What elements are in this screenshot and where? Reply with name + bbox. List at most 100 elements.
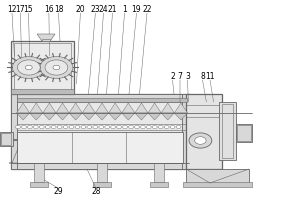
Circle shape bbox=[105, 125, 110, 129]
Polygon shape bbox=[95, 113, 109, 120]
Text: 17: 17 bbox=[16, 5, 25, 14]
Polygon shape bbox=[82, 113, 95, 120]
Circle shape bbox=[16, 125, 20, 129]
Text: 18: 18 bbox=[54, 5, 63, 14]
Polygon shape bbox=[161, 103, 174, 113]
Circle shape bbox=[51, 125, 56, 129]
Circle shape bbox=[129, 125, 134, 129]
Text: 11: 11 bbox=[205, 72, 215, 81]
Bar bbox=[34, 163, 44, 182]
Circle shape bbox=[117, 125, 122, 129]
Polygon shape bbox=[95, 103, 109, 113]
Text: 7: 7 bbox=[178, 72, 182, 81]
Polygon shape bbox=[109, 103, 122, 113]
Bar bbox=[183, 182, 252, 187]
Circle shape bbox=[81, 125, 86, 129]
Text: 24: 24 bbox=[99, 5, 108, 14]
Polygon shape bbox=[69, 103, 82, 113]
Bar bbox=[11, 163, 189, 169]
Circle shape bbox=[75, 125, 80, 129]
Bar bbox=[1, 133, 11, 145]
Text: 23: 23 bbox=[91, 5, 100, 14]
Text: 15: 15 bbox=[24, 5, 33, 14]
Bar bbox=[11, 41, 74, 94]
Polygon shape bbox=[148, 103, 161, 113]
Circle shape bbox=[134, 125, 139, 129]
Circle shape bbox=[17, 60, 40, 75]
Polygon shape bbox=[30, 113, 43, 120]
Text: 21: 21 bbox=[108, 5, 117, 14]
Circle shape bbox=[123, 125, 128, 129]
Circle shape bbox=[87, 125, 92, 129]
Bar bbox=[11, 94, 16, 169]
Text: 3: 3 bbox=[185, 72, 190, 81]
Text: 19: 19 bbox=[132, 5, 141, 14]
Bar bbox=[219, 102, 236, 160]
Circle shape bbox=[158, 125, 163, 129]
Circle shape bbox=[26, 65, 32, 70]
Bar bbox=[16, 132, 183, 163]
Polygon shape bbox=[109, 113, 122, 120]
Circle shape bbox=[195, 137, 206, 144]
Bar bbox=[154, 163, 164, 182]
Bar bbox=[30, 182, 48, 187]
Polygon shape bbox=[16, 113, 30, 120]
Polygon shape bbox=[43, 103, 56, 113]
Polygon shape bbox=[122, 113, 135, 120]
Circle shape bbox=[140, 125, 145, 129]
Circle shape bbox=[12, 56, 45, 78]
Circle shape bbox=[69, 125, 74, 129]
Polygon shape bbox=[9, 148, 17, 163]
Polygon shape bbox=[135, 103, 148, 113]
Bar bbox=[42, 39, 50, 41]
Bar bbox=[16, 98, 187, 102]
Polygon shape bbox=[82, 103, 95, 113]
Circle shape bbox=[40, 56, 73, 78]
Circle shape bbox=[45, 60, 68, 75]
Circle shape bbox=[111, 125, 116, 129]
Bar bbox=[222, 104, 232, 158]
Bar bbox=[150, 182, 168, 187]
Circle shape bbox=[99, 125, 104, 129]
Bar bbox=[97, 163, 107, 182]
Text: 28: 28 bbox=[91, 187, 101, 196]
Bar bbox=[11, 89, 74, 94]
Polygon shape bbox=[43, 113, 56, 120]
Polygon shape bbox=[69, 113, 82, 120]
Circle shape bbox=[39, 125, 44, 129]
Text: 29: 29 bbox=[54, 187, 63, 196]
Bar bbox=[11, 94, 189, 102]
Bar bbox=[14, 43, 71, 92]
Polygon shape bbox=[174, 113, 188, 120]
Polygon shape bbox=[16, 103, 30, 113]
Bar bbox=[237, 125, 250, 141]
Circle shape bbox=[28, 125, 32, 129]
Circle shape bbox=[33, 125, 38, 129]
Polygon shape bbox=[56, 113, 69, 120]
Text: 20: 20 bbox=[76, 5, 85, 14]
Polygon shape bbox=[56, 103, 69, 113]
Bar bbox=[0, 132, 13, 146]
Circle shape bbox=[22, 125, 26, 129]
Circle shape bbox=[164, 125, 169, 129]
Circle shape bbox=[57, 125, 62, 129]
Polygon shape bbox=[174, 103, 188, 113]
Text: 16: 16 bbox=[44, 5, 54, 14]
Text: 22: 22 bbox=[142, 5, 152, 14]
Polygon shape bbox=[37, 34, 55, 41]
Bar bbox=[11, 94, 189, 169]
Polygon shape bbox=[30, 103, 43, 113]
Circle shape bbox=[170, 125, 175, 129]
Polygon shape bbox=[122, 103, 135, 113]
Text: 2: 2 bbox=[170, 72, 175, 81]
Bar bbox=[186, 169, 249, 183]
Circle shape bbox=[63, 125, 68, 129]
Circle shape bbox=[45, 125, 50, 129]
Bar bbox=[182, 94, 188, 169]
Polygon shape bbox=[148, 113, 161, 120]
Text: 12: 12 bbox=[7, 5, 17, 14]
Polygon shape bbox=[161, 113, 174, 120]
Circle shape bbox=[53, 65, 60, 70]
Circle shape bbox=[176, 125, 181, 129]
Circle shape bbox=[146, 125, 151, 129]
